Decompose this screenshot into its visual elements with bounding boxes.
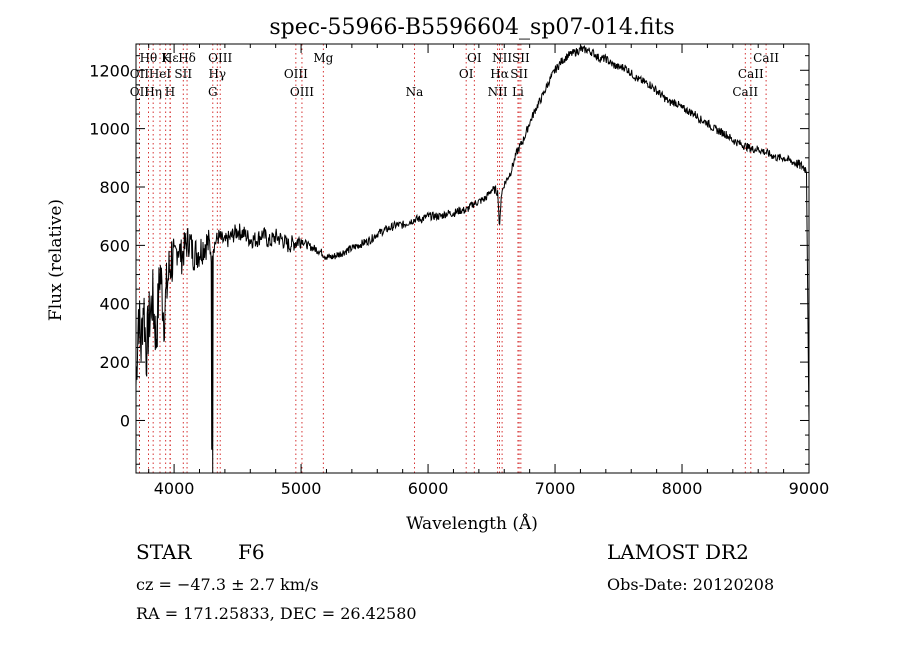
line-label: OII — [130, 85, 150, 99]
line-label: Hη — [144, 85, 162, 99]
line-label: NII — [488, 85, 508, 99]
line-label: CaII — [732, 85, 758, 99]
x-axis-label: Wavelength (Å) — [406, 513, 538, 534]
object-class: STAR — [136, 540, 192, 564]
spectrum-series — [135, 45, 810, 474]
line-label: OI — [459, 67, 474, 81]
y-ticks: 0 200 400 600 800 1000 1200 — [89, 55, 809, 465]
line-label: Li — [512, 85, 524, 99]
y-tick-label: 600 — [99, 236, 130, 255]
y-tick-label: 1200 — [89, 61, 130, 80]
y-axis-label: Flux (relative) — [46, 199, 66, 321]
x-tick-label: 8000 — [662, 479, 703, 498]
x-tick-label: 6000 — [408, 479, 449, 498]
line-label: NII — [492, 51, 512, 65]
line-label: CaII — [738, 67, 764, 81]
y-tick-label: 800 — [99, 178, 130, 197]
marker-lines — [139, 44, 767, 473]
y-tick-label: 0 — [120, 411, 130, 430]
x-tick-label: 7000 — [535, 479, 576, 498]
object-subclass: F6 — [238, 540, 265, 564]
line-label: Mg — [313, 51, 333, 65]
survey-label: LAMOST DR2 — [607, 540, 749, 564]
x-ticks: 4000 5000 6000 7000 8000 9000 — [148, 44, 830, 498]
x-tick-label: 4000 — [154, 479, 195, 498]
line-label: SII — [512, 51, 530, 65]
y-tick-label: 200 — [99, 353, 130, 372]
line-label: H — [165, 85, 175, 99]
line-label: Hθ — [140, 51, 158, 65]
line-label: OI — [467, 51, 482, 65]
y-tick-label: 1000 — [89, 120, 130, 139]
redshift-text: cz = −47.3 ± 2.7 km/s — [136, 575, 319, 594]
x-tick-label: 5000 — [281, 479, 322, 498]
line-label: G — [208, 85, 218, 99]
chart-title: spec-55966-B5596604_sp07-014.fits — [269, 15, 674, 40]
line-label: HeI — [149, 67, 172, 81]
line-label: OIII — [284, 67, 308, 81]
line-label: Na — [406, 85, 424, 99]
line-label: Hγ — [208, 67, 226, 81]
line-label: SII — [174, 67, 192, 81]
line-label: CaII — [753, 51, 779, 65]
coordinates-text: RA = 171.25833, DEC = 26.42580 — [136, 604, 417, 623]
line-label: Hδ — [178, 51, 196, 65]
line-label: SII — [510, 67, 528, 81]
line-label: K — [161, 51, 171, 65]
y-tick-label: 400 — [99, 295, 130, 314]
line-label: Hε — [162, 51, 179, 65]
obs-date-text: Obs-Date: 20120208 — [607, 575, 774, 594]
plot-frame — [135, 43, 810, 474]
line-label: OII — [130, 67, 150, 81]
line-label: Hα — [490, 67, 509, 81]
line-label: OIII — [208, 51, 232, 65]
x-tick-label: 9000 — [789, 479, 830, 498]
line-label: OIII — [290, 85, 314, 99]
spectrum-line — [135, 45, 810, 474]
